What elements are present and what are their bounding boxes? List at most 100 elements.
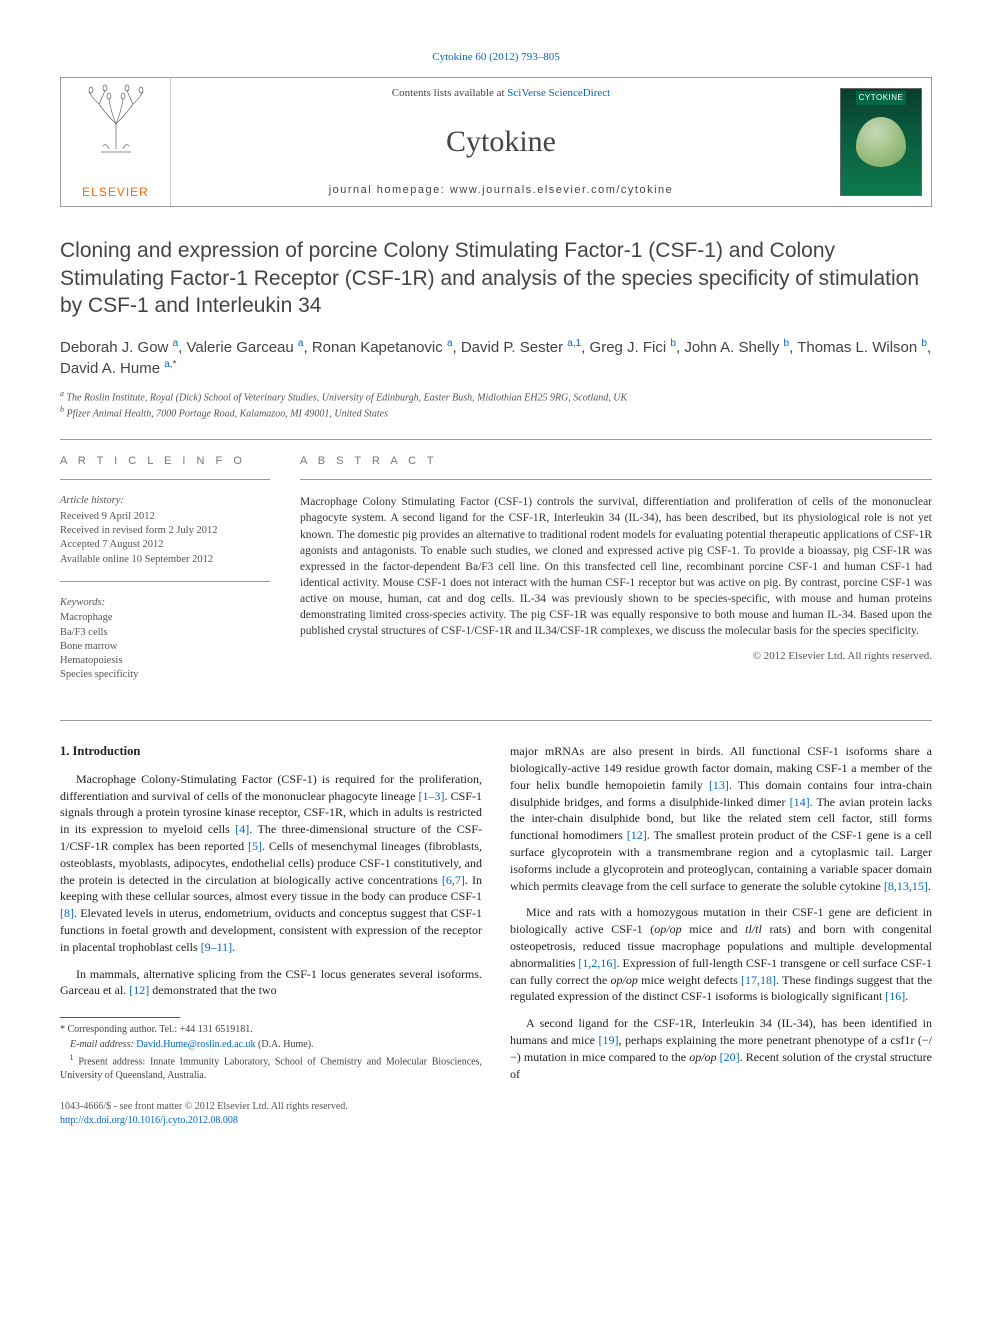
- reference-link[interactable]: [5]: [248, 839, 262, 853]
- sciencedirect-link[interactable]: SciVerse ScienceDirect: [507, 87, 610, 99]
- italic-text: op/op: [689, 1050, 716, 1064]
- abstract-column: A B S T R A C T Macrophage Colony Stimul…: [300, 454, 932, 696]
- reference-link[interactable]: [12]: [627, 828, 647, 842]
- italic-text: op/op: [611, 973, 638, 987]
- reference-link[interactable]: [1–3]: [419, 789, 445, 803]
- publisher-name: ELSEVIER: [82, 184, 149, 201]
- reference-link[interactable]: [6,7]: [442, 873, 465, 887]
- keywords-block: Keywords: MacrophageBa/F3 cellsBone marr…: [60, 596, 270, 683]
- body-paragraph: Macrophage Colony-Stimulating Factor (CS…: [60, 771, 482, 956]
- author: Greg J. Fici b: [590, 339, 676, 356]
- divider: [300, 479, 932, 480]
- footnotes: * Corresponding author. Tel.: +44 131 65…: [60, 1023, 482, 1082]
- author-affiliation-sup: b: [921, 338, 927, 349]
- cover-thumbnail-block: CYTOKINE: [831, 78, 931, 206]
- author-affiliation-sup: a: [173, 338, 179, 349]
- paragraph-text: .: [905, 989, 908, 1003]
- reference-link[interactable]: [12]: [129, 983, 149, 997]
- body-columns: 1. Introduction Macrophage Colony-Stimul…: [60, 743, 932, 1127]
- footnote-divider: [60, 1017, 180, 1018]
- corresponding-author-footnote: * Corresponding author. Tel.: +44 131 65…: [60, 1023, 482, 1037]
- keyword-item: Ba/F3 cells: [60, 626, 270, 640]
- author-affiliation-sup: b: [670, 338, 676, 349]
- history-label: Article history:: [60, 494, 270, 509]
- history-item: Received 9 April 2012: [60, 510, 270, 524]
- affiliation-sup: b: [60, 405, 64, 414]
- divider: [60, 479, 270, 480]
- footnote-text: * Corresponding author. Tel.: +44 131 65…: [60, 1024, 253, 1035]
- paragraph-text: .: [928, 879, 931, 893]
- reference-link[interactable]: [1,2,16]: [578, 956, 616, 970]
- reference-link[interactable]: [20]: [720, 1050, 740, 1064]
- reference-link[interactable]: [17,18]: [741, 973, 776, 987]
- publisher-block: ELSEVIER: [61, 78, 171, 206]
- body-paragraph: A second ligand for the CSF-1R, Interleu…: [510, 1015, 932, 1082]
- author: Valerie Garceau a: [186, 339, 303, 356]
- keyword-item: Bone marrow: [60, 640, 270, 654]
- paragraph-text: mice weight defects: [638, 973, 741, 987]
- author: David P. Sester a,1: [461, 339, 581, 356]
- author: Ronan Kapetanovic a: [312, 339, 453, 356]
- affiliation: a The Roslin Institute, Royal (Dick) Sch…: [60, 389, 932, 405]
- author: David A. Hume a,*: [60, 360, 176, 377]
- contents-list-line: Contents lists available at SciVerse Sci…: [392, 86, 610, 101]
- article-info-column: A R T I C L E I N F O Article history: R…: [60, 454, 270, 696]
- keyword-item: Hematopoiesis: [60, 654, 270, 668]
- corresponding-mark: *: [173, 359, 177, 370]
- contents-prefix: Contents lists available at: [392, 87, 507, 99]
- body-paragraph: Mice and rats with a homozygous mutation…: [510, 904, 932, 1005]
- abstract-text: Macrophage Colony Stimulating Factor (CS…: [300, 494, 932, 639]
- present-address-footnote: 1 Present address: Innate Immunity Labor…: [60, 1052, 482, 1082]
- paragraph-text: . Elevated levels in uterus, endometrium…: [60, 906, 482, 954]
- author: John A. Shelly b: [684, 339, 789, 356]
- cover-graphic-icon: [856, 117, 906, 167]
- bottom-publication-info: 1043-4666/$ - see front matter © 2012 El…: [60, 1100, 482, 1127]
- journal-homepage: journal homepage: www.journals.elsevier.…: [329, 183, 674, 198]
- reference-link[interactable]: [19]: [599, 1033, 619, 1047]
- abstract-copyright: © 2012 Elsevier Ltd. All rights reserved…: [300, 649, 932, 664]
- article-info-heading: A R T I C L E I N F O: [60, 454, 270, 469]
- body-paragraph: In mammals, alternative splicing from th…: [60, 966, 482, 1000]
- article-history-block: Article history: Received 9 April 2012Re…: [60, 494, 270, 566]
- author-affiliation-sup: a: [447, 338, 453, 349]
- reference-link[interactable]: [13]: [709, 778, 729, 792]
- doi-link[interactable]: http://dx.doi.org/10.1016/j.cyto.2012.08…: [60, 1115, 238, 1126]
- reference-link[interactable]: [9–11]: [201, 940, 233, 954]
- author-affiliation-sup: b: [784, 338, 790, 349]
- keyword-item: Species specificity: [60, 668, 270, 682]
- left-column: 1. Introduction Macrophage Colony-Stimul…: [60, 743, 482, 1127]
- footnote-text: (D.A. Hume).: [255, 1039, 313, 1050]
- affiliation: b Pfizer Animal Health, 7000 Portage Roa…: [60, 405, 932, 421]
- italic-text: tl/tl: [745, 922, 762, 936]
- cover-label: CYTOKINE: [856, 91, 907, 104]
- history-item: Accepted 7 August 2012: [60, 538, 270, 552]
- reference-link[interactable]: [14]: [790, 795, 810, 809]
- author: Thomas L. Wilson b: [797, 339, 927, 356]
- right-column: major mRNAs are also present in birds. A…: [510, 743, 932, 1127]
- reference-link[interactable]: [16]: [885, 989, 905, 1003]
- divider: [60, 581, 270, 582]
- journal-name: Cytokine: [446, 121, 556, 163]
- abstract-heading: A B S T R A C T: [300, 454, 932, 469]
- elsevier-tree-icon: [81, 84, 151, 154]
- journal-cover-icon: CYTOKINE: [840, 88, 922, 196]
- divider: [60, 439, 932, 440]
- email-link[interactable]: David.Hume@roslin.ed.ac.uk: [136, 1039, 255, 1050]
- divider: [60, 720, 932, 721]
- affiliation-list: a The Roslin Institute, Royal (Dick) Sch…: [60, 389, 932, 421]
- article-title: Cloning and expression of porcine Colony…: [60, 237, 932, 319]
- keyword-item: Macrophage: [60, 611, 270, 625]
- paragraph-text: .: [232, 940, 235, 954]
- paragraph-text: demonstrated that the two: [149, 983, 276, 997]
- affiliation-sup: a: [60, 389, 64, 398]
- paragraph-text: mice and: [682, 922, 746, 936]
- reference-link[interactable]: [4]: [235, 822, 249, 836]
- issn-line: 1043-4666/$ - see front matter © 2012 El…: [60, 1100, 482, 1114]
- author-affiliation-sup: a: [298, 338, 304, 349]
- author-affiliation-sup: a,: [164, 359, 172, 370]
- body-paragraph: major mRNAs are also present in birds. A…: [510, 743, 932, 894]
- reference-link[interactable]: [8,13,15]: [884, 879, 928, 893]
- reference-link[interactable]: [8]: [60, 906, 74, 920]
- history-item: Received in revised form 2 July 2012: [60, 524, 270, 538]
- journal-header: ELSEVIER Contents lists available at Sci…: [60, 77, 932, 207]
